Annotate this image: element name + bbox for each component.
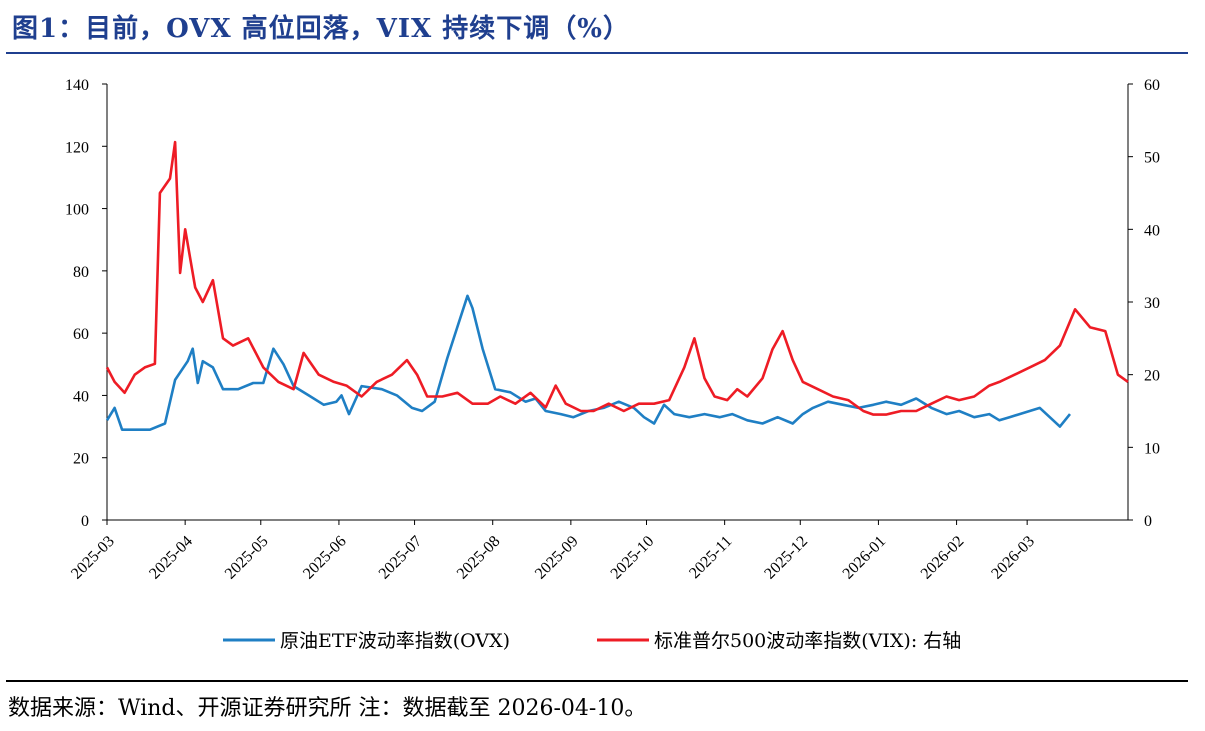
left-tick-label: 60 (73, 326, 89, 343)
x-tick-label: 2025-10 (608, 533, 658, 583)
left-tick-label: 20 (73, 451, 89, 468)
x-tick-label: 2025-06 (300, 533, 350, 583)
x-tick-label: 2026-02 (918, 533, 968, 583)
legend-label-vix: 标准普尔500波动率指数(VIX): 右轴 (654, 630, 961, 652)
left-tick-label: 0 (81, 513, 89, 530)
chart: 0 20 40 60 80 100 120 140 0 10 20 30 40 50 60 2025-03 20… (65, 77, 1160, 652)
series-line-ovx (105, 294, 1072, 432)
right-tick-label: 40 (1144, 222, 1160, 239)
right-tick-label: 60 (1144, 77, 1160, 94)
left-tick-label: 40 (73, 388, 89, 405)
series-line-vix (105, 140, 1129, 416)
left-tick-label: 80 (73, 264, 89, 281)
left-tick-label: 120 (65, 139, 89, 156)
x-tick-label: 2025-04 (146, 533, 196, 583)
right-tick-label: 20 (1144, 368, 1160, 385)
x-tick-label: 2025-03 (68, 533, 118, 583)
legend-label-ovx: 原油ETF波动率指数(OVX) (280, 630, 510, 652)
chart-lines (105, 140, 1129, 432)
chart-legend: 原油ETF波动率指数(OVX) 标准普尔500波动率指数(VIX): 右轴 (223, 630, 961, 652)
right-tick-label: 10 (1144, 440, 1160, 457)
right-tick-label: 50 (1144, 150, 1160, 167)
footer-rule (6, 680, 1188, 682)
x-tick-label: 2025-05 (222, 533, 272, 583)
x-tick-label: 2025-07 (376, 533, 426, 583)
x-tick-label: 2025-12 (761, 533, 811, 583)
source-note: 数据来源：Wind、开源证券研究所 注：数据截至 2026-04-10。 (8, 696, 647, 721)
right-tick-label: 30 (1144, 295, 1160, 312)
right-tick-label: 0 (1144, 513, 1152, 530)
x-tick-label: 2026-03 (988, 533, 1038, 583)
x-tick-label: 2025-08 (454, 533, 504, 583)
x-tick-label: 2026-01 (840, 533, 890, 583)
left-tick-label: 100 (65, 202, 89, 219)
x-tick-label: 2025-09 (532, 533, 582, 583)
chart-title: 图1：目前，OVX 高位回落，VIX 持续下调（%） (12, 14, 630, 44)
title-rule (6, 52, 1188, 54)
chart-axes: 0 20 40 60 80 100 120 140 0 10 20 30 40 50 60 2025-03 20… (65, 77, 1160, 583)
x-tick-label: 2025-11 (686, 533, 735, 582)
left-tick-label: 140 (65, 77, 89, 94)
